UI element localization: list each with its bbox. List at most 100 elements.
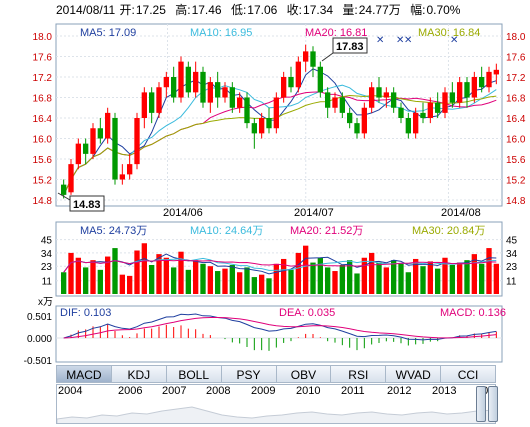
price-tick-label-left: 17.6	[33, 53, 53, 64]
candle-body	[185, 66, 191, 93]
price-ma10-label: MA10: 16.95	[190, 27, 252, 39]
tab-psy[interactable]: PSY	[220, 365, 276, 383]
candle-body	[420, 112, 426, 118]
candle-body	[354, 123, 360, 134]
volume-bar	[354, 273, 360, 294]
change-value: 0.70%	[426, 3, 461, 17]
volume-bar	[163, 257, 169, 294]
candle-body	[207, 82, 213, 103]
volume-bar	[339, 265, 345, 294]
candle-body	[83, 143, 89, 154]
macd-dif-label: DIF: 0.103	[60, 307, 111, 319]
volume-value: 24.77万	[358, 3, 401, 17]
price-tick-label-left: 16.4	[33, 114, 53, 125]
timeline-navigator[interactable]	[56, 384, 496, 424]
volume-bar	[347, 260, 353, 294]
candle-body	[251, 123, 257, 134]
quote-date: 2014/08/11	[56, 3, 116, 17]
candle-body	[281, 77, 287, 98]
price-tick-label-right: 17.2	[506, 73, 526, 84]
tab-kdj[interactable]: KDJ	[110, 365, 166, 383]
price-axis-right: 18.0 17.6 17.2 16.8 16.4 16.0 15.6 15.2 14.8	[506, 32, 526, 207]
volume-bar	[405, 272, 411, 294]
period-low-marker	[69, 195, 105, 212]
volume-ma5-label: MA5: 24.73万	[80, 225, 147, 237]
candle-body	[105, 112, 111, 139]
price-axis-left: 18.0 17.6 17.2 16.8 16.4 16.0 15.6 15.2 14.8	[33, 32, 53, 207]
candle-body	[127, 164, 133, 175]
volume-bar	[149, 265, 155, 294]
candle-body	[391, 92, 397, 108]
candle-body	[405, 118, 411, 134]
tab-obv[interactable]: OBV	[275, 365, 331, 383]
timeline-range-handle-right[interactable]	[488, 386, 498, 422]
tab-rsi[interactable]: RSI	[330, 365, 386, 383]
volume-bar	[222, 268, 228, 294]
tab-cci[interactable]: CCI	[440, 365, 496, 383]
volume-tick-label: 34	[41, 249, 53, 260]
price-tick-label-left: 14.8	[33, 196, 53, 207]
price-tick-label-left: 17.2	[33, 73, 53, 84]
candle-body	[493, 69, 499, 75]
volume-bar	[156, 254, 162, 294]
price-ma30-label: MA30: 16.84	[418, 27, 480, 39]
volume-bar	[251, 277, 257, 294]
timeline-years: 2004 2006 2007 2008 2009 2010 2011 2012 …	[56, 384, 496, 398]
candle-body	[457, 82, 463, 103]
year-label: 2008	[206, 385, 231, 397]
volume-ma20-label: MA20: 21.52万	[290, 225, 363, 237]
candle-body	[479, 77, 485, 88]
macd-tick-label: 0.501	[27, 312, 52, 323]
volume-bar	[486, 248, 492, 294]
candle-body	[427, 102, 433, 118]
candle-body	[398, 107, 404, 118]
macd-tick-label: 0.000	[27, 334, 52, 345]
tab-macd[interactable]: MACD	[56, 365, 111, 383]
tab-wvad[interactable]: WVAD	[385, 365, 441, 383]
timeline-range-handle-left[interactable]	[476, 386, 486, 422]
low-label: 低:	[230, 3, 247, 17]
candle-body	[383, 92, 389, 98]
macd-lines	[63, 313, 497, 341]
volume-bar	[435, 268, 441, 294]
candle-body	[295, 61, 301, 88]
candle-body	[237, 97, 243, 108]
volume-bar	[391, 260, 397, 294]
macd-panel-frame	[55, 305, 503, 363]
volume-bar	[413, 258, 419, 294]
event-marker-icon[interactable]: ✕	[404, 35, 412, 46]
candle-body	[376, 87, 382, 98]
stock-chart[interactable]: 18.0 17.6 17.2 16.8 16.4 16.0 15.6 15.2 14.8 18.…	[0, 0, 530, 365]
candle-body	[90, 128, 96, 154]
tab-boll[interactable]: BOLL	[165, 365, 221, 383]
volume-bar	[97, 269, 103, 294]
candle-body	[215, 82, 221, 98]
volume-axis: 45 45 34 34 23 23 11 11	[41, 236, 518, 288]
event-marker-icon[interactable]: ✕	[450, 35, 458, 46]
price-tick-label-right: 18.0	[506, 32, 526, 43]
volume-bar	[273, 263, 279, 294]
volume-bar	[75, 257, 81, 294]
candle-body	[449, 92, 455, 103]
candle-body	[464, 82, 470, 98]
volume-bar	[457, 262, 463, 294]
price-tick-label-right: 15.6	[506, 155, 526, 166]
close-value: 17.34	[303, 3, 334, 17]
event-marker-icon[interactable]: ✕	[376, 35, 384, 46]
macd-tick-label: -0.501	[24, 356, 53, 365]
volume-bar	[200, 263, 206, 294]
volume-bar	[464, 260, 470, 294]
candle-body	[156, 87, 162, 113]
candle-body	[266, 118, 272, 129]
volume-bar	[193, 260, 199, 294]
event-marker-icon[interactable]: ✕	[396, 35, 404, 46]
price-tick-label-left: 15.2	[33, 176, 53, 187]
close-label: 收:	[286, 3, 303, 17]
candle-body	[163, 77, 169, 88]
candle-body	[61, 184, 67, 195]
price-tick-label-right: 15.2	[506, 176, 526, 187]
volume-bar	[127, 275, 133, 294]
volume-bar	[288, 269, 294, 294]
macd-dif-line	[63, 313, 497, 341]
volume-bar	[332, 271, 338, 294]
